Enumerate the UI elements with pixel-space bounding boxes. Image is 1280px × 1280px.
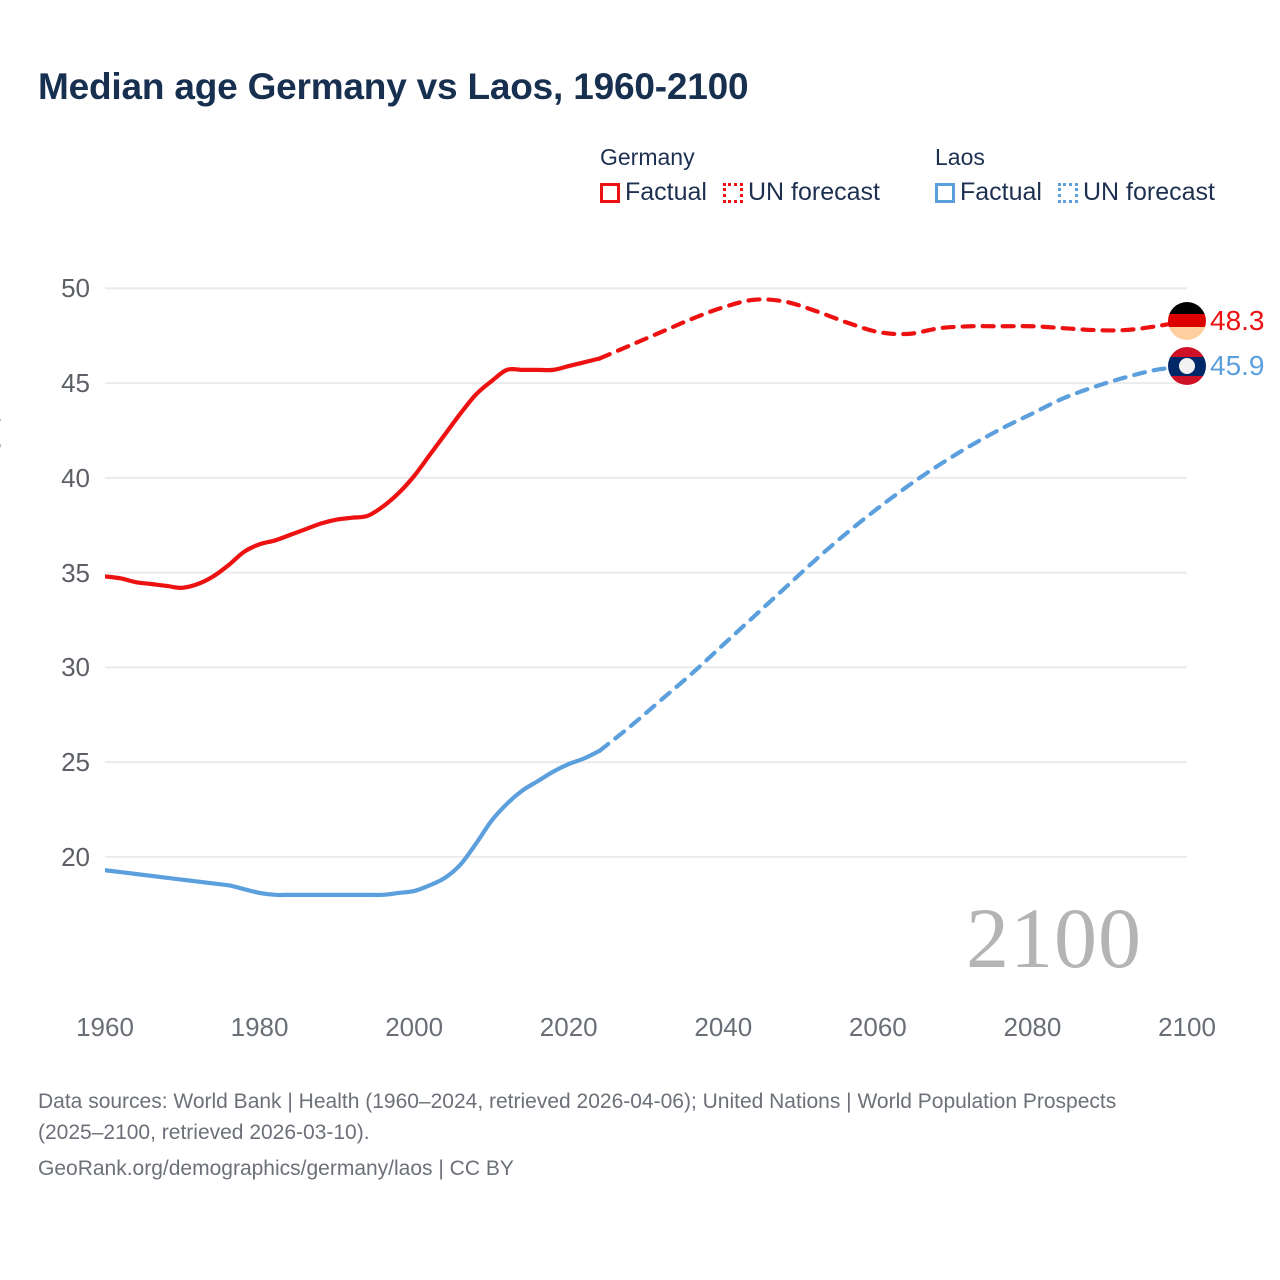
- y-tick-label: 40: [61, 462, 90, 493]
- x-tick-label: 2100: [1158, 1012, 1216, 1042]
- legend-item-laos-forecast[interactable]: UN forecast: [1057, 178, 1215, 207]
- series-line-germany-factual: [105, 356, 602, 590]
- page-title: Median age Germany vs Laos, 1960-2100: [38, 66, 749, 107]
- laos-flag-icon: [1168, 347, 1206, 386]
- chart-legend: Germany Factual UN forecast Laos Factual: [600, 144, 1260, 224]
- legend-country-laos: Laos: [935, 144, 985, 170]
- x-tick-label: 1980: [230, 1012, 289, 1042]
- y-axis-title: Median age, years: [0, 380, 2, 520]
- end-value-laos: 45.9: [1210, 350, 1265, 382]
- legend-entries-germany: Factual UN forecast: [600, 178, 896, 207]
- end-marker-laos[interactable]: 45.9: [1168, 347, 1265, 386]
- y-tick-label: 30: [61, 652, 90, 683]
- y-tick-label: 45: [61, 368, 90, 399]
- y-tick-label: 50: [61, 273, 90, 304]
- legend-group-germany: Germany Factual UN forecast: [600, 144, 880, 206]
- legend-label-germany-factual: Factual: [625, 178, 707, 206]
- y-tick-label: 35: [61, 557, 90, 588]
- germany-flag-icon: [1168, 301, 1206, 340]
- x-tick-label: 2000: [385, 1012, 444, 1042]
- dotted-line-swatch-icon: [722, 182, 743, 203]
- y-axis-ticks: 20 25 30 35 40 45 50: [20, 273, 90, 910]
- series-line-laos-forecast: [597, 363, 1187, 753]
- plot-svg: [105, 287, 1187, 898]
- solid-line-swatch-icon: [935, 182, 955, 203]
- series-line-laos-factual: [105, 748, 602, 898]
- x-tick-label: 2060: [848, 1012, 907, 1042]
- x-tick-label: 2020: [539, 1012, 598, 1042]
- solid-line-swatch-icon: [600, 182, 620, 203]
- year-watermark: 2100: [966, 890, 1142, 986]
- legend-label-laos-factual: Factual: [960, 178, 1042, 206]
- y-tick-label: 25: [61, 747, 90, 778]
- series-line-germany-forecast: [597, 297, 1187, 361]
- plot-area: [105, 277, 1187, 910]
- legend-label-germany-forecast: UN forecast: [747, 178, 880, 206]
- x-tick-label: 2080: [1003, 1012, 1062, 1042]
- y-tick-label: 20: [61, 841, 90, 872]
- legend-item-laos-factual[interactable]: Factual: [935, 178, 1042, 207]
- dotted-line-swatch-icon: [1057, 182, 1078, 203]
- legend-item-germany-forecast[interactable]: UN forecast: [722, 178, 880, 207]
- footer: Data sources: World Bank | Health (1960–…: [38, 1086, 1158, 1184]
- legend-country-germany: Germany: [600, 144, 695, 170]
- x-tick-label: 1960: [76, 1012, 134, 1042]
- x-axis-ticks: 1960 1980 2000 2020 2040 2060 2080 2100: [76, 1012, 1216, 1052]
- x-tick-label: 2040: [694, 1012, 753, 1042]
- legend-label-laos-forecast: UN forecast: [1082, 178, 1215, 206]
- end-marker-germany[interactable]: 48.3: [1168, 301, 1265, 340]
- legend-item-germany-factual[interactable]: Factual: [600, 178, 707, 207]
- footer-data-sources: Data sources: World Bank | Health (1960–…: [38, 1090, 1117, 1144]
- footer-attribution-link[interactable]: GeoRank.org/demographics/germany/laos | …: [38, 1157, 514, 1180]
- end-value-germany: 48.3: [1210, 304, 1265, 336]
- legend-entries-laos: Factual UN forecast: [935, 178, 1231, 207]
- legend-group-laos: Laos Factual UN forecast: [935, 144, 1215, 206]
